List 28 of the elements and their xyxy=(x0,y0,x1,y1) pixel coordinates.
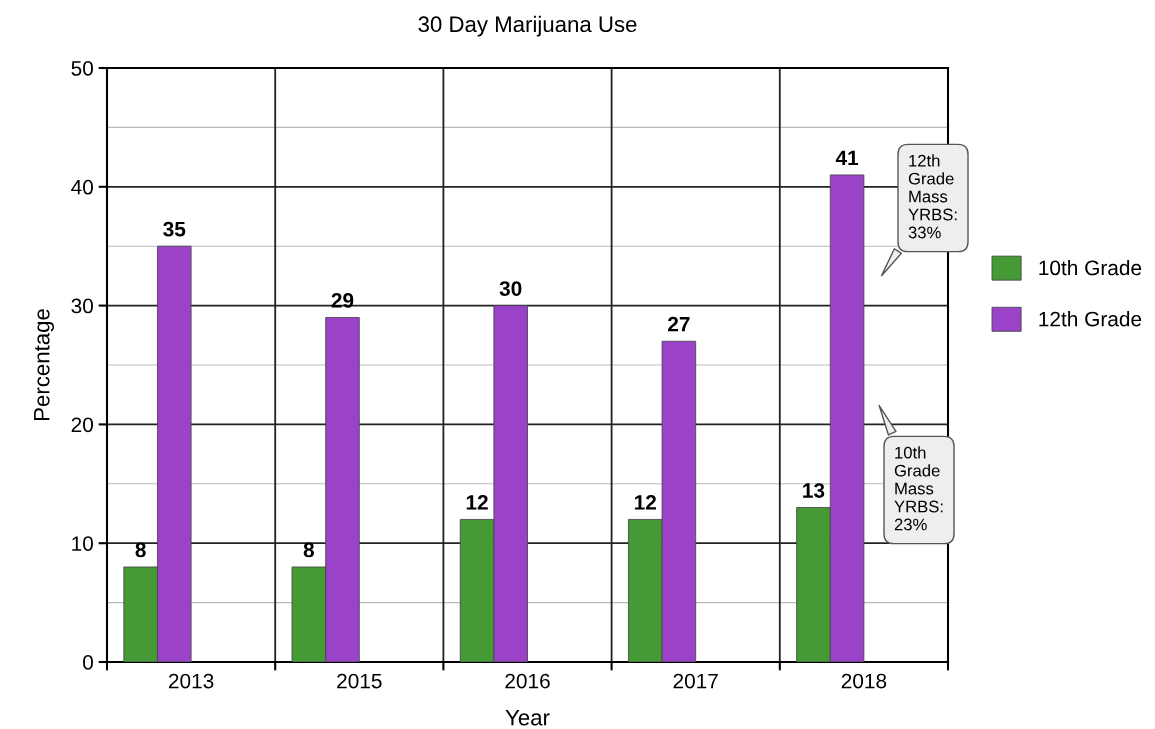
annotation: 12th Grade Mass YRBS: 33% xyxy=(908,154,957,239)
data-label: 13 xyxy=(803,483,825,498)
x-tick-label: 2013 xyxy=(168,673,214,689)
x-tick-label: 2015 xyxy=(337,673,382,689)
data-label: 30 xyxy=(499,281,522,296)
chart-title: 30 Day Marijuana Use xyxy=(418,15,637,37)
y-tick-label: 50 xyxy=(71,61,93,76)
data-label: 27 xyxy=(668,316,690,332)
legend-label: 10th Grade xyxy=(1039,259,1142,276)
data-label: 8 xyxy=(135,542,146,558)
data-label: 8 xyxy=(303,542,314,558)
data-label: 12 xyxy=(466,495,488,510)
x-axis-title: Year xyxy=(505,710,550,726)
y-axis-title: Percentage xyxy=(34,309,54,420)
data-label: 29 xyxy=(331,293,354,308)
data-label: 41 xyxy=(835,150,859,166)
y-tick-label: 30 xyxy=(71,298,93,314)
y-tick-label: 0 xyxy=(83,655,93,670)
y-tick-label: 10 xyxy=(72,536,93,551)
x-tick-label: 2017 xyxy=(673,673,718,689)
x-tick-label: 2018 xyxy=(841,673,887,689)
y-tick-label: 40 xyxy=(71,179,93,195)
annotation: 10th Grade Mass YRBS: 23% xyxy=(894,446,943,531)
y-tick-label: 20 xyxy=(71,417,93,433)
x-tick-label: 2016 xyxy=(505,673,550,689)
data-label: 12 xyxy=(634,495,656,510)
data-label: 35 xyxy=(163,221,186,237)
legend-label: 12th Grade xyxy=(1039,311,1142,327)
